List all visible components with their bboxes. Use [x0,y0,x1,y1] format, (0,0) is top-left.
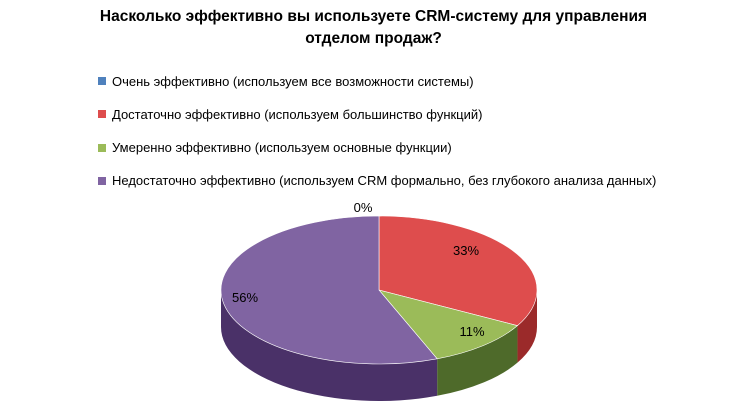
pie-slice-fairly-effective [378,215,538,326]
pie-side-not-effective [221,290,438,402]
legend-swatch-not-effective [98,176,106,185]
pie-slice-not-effective [220,215,438,365]
data-label-very-effective: 0% [354,200,373,215]
legend-item-not-effective: Недостаточно эффективно (используем CRM … [98,172,656,190]
chart-title-line-1: Насколько эффективно вы используете CRM-… [99,8,648,25]
legend-swatch-fairly-effective [98,110,106,119]
legend-label-very-effective: Очень эффективно (используем все возможн… [112,73,474,89]
chart-title-line-2: отделом продаж? [305,30,442,47]
legend-item-very-effective: Очень эффективно (используем все возможн… [98,72,656,90]
legend-swatch-very-effective [98,77,106,85]
legend-label-not-effective: Недостаточно эффективно (используем CRM … [112,173,657,189]
legend-label-fairly-effective: Достаточно эффективно (используем больши… [112,106,483,122]
data-label-fairly-effective: 33% [453,243,479,258]
legend-item-fairly-effective: Достаточно эффективно (используем больши… [98,105,656,123]
chart-title: Насколько эффективно вы используете CRM-… [0,6,747,50]
legend: Очень эффективно (используем все возможн… [98,72,656,205]
pie-side-moderately-effective [437,325,518,396]
data-label-moderately-effective: 11% [459,324,484,339]
pie-side-fairly-effective [517,290,537,363]
pie-slices [220,215,538,365]
legend-item-moderately-effective: Умеренно эффективно (используем основные… [98,139,656,157]
pie-data-labels: 0% 33% 11% 56% [232,200,485,339]
data-label-not-effective: 56% [232,290,258,305]
pie-slice-moderately-effective [378,289,519,360]
pie-sides [221,290,537,402]
legend-label-moderately-effective: Умеренно эффективно (используем основные… [112,140,452,156]
legend-swatch-moderately-effective [98,143,106,152]
